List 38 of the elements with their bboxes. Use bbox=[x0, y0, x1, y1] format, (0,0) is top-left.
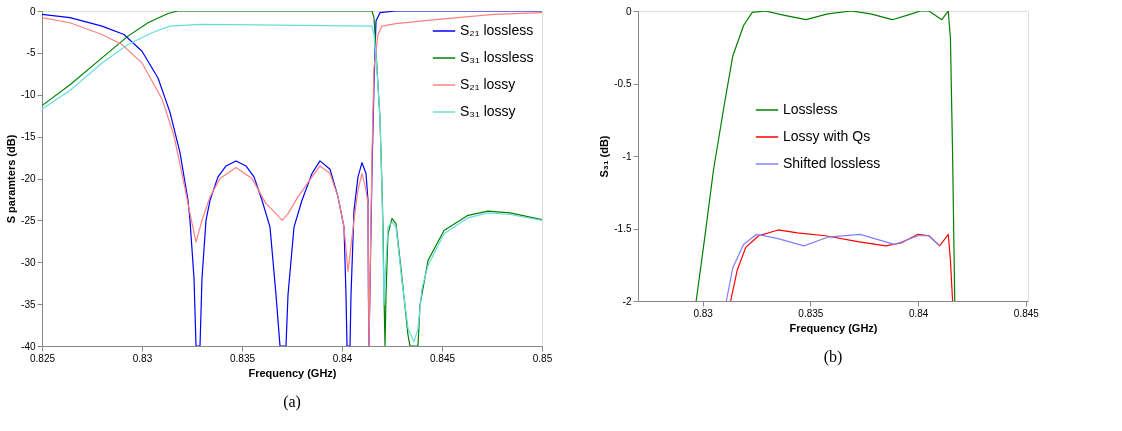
legend-label: S₂₁ lossless bbox=[460, 22, 534, 38]
y-tick-label: -30 bbox=[21, 256, 36, 268]
x-tick-label: 0.825 bbox=[29, 352, 56, 364]
y-tick-label: -40 bbox=[21, 340, 36, 352]
y-tick-label: -35 bbox=[21, 298, 36, 310]
line-series bbox=[695, 11, 956, 301]
y-tick-label: -2 bbox=[622, 295, 632, 307]
y-tick-label: -1 bbox=[622, 150, 632, 162]
y-tick-label: -20 bbox=[21, 173, 36, 184]
x-tick-label: 0.85 bbox=[532, 352, 553, 364]
x-tick-label: 0.83 bbox=[132, 352, 153, 364]
x-tick-label: 0.84 bbox=[908, 307, 929, 319]
y-tick-label: -5 bbox=[26, 47, 36, 59]
text: (a) bbox=[283, 393, 301, 411]
y-tick-label: -15 bbox=[21, 131, 36, 143]
legend-label: Shifted lossless bbox=[783, 155, 881, 171]
y-tick-label: -0.5 bbox=[614, 78, 632, 89]
legend-label: S₃₁ lossy bbox=[460, 103, 516, 119]
y-axis-title: S₃₁ (dB) bbox=[598, 135, 611, 178]
x-tick-label: 0.83 bbox=[693, 307, 714, 319]
legend-label: S₃₁ lossless bbox=[460, 49, 534, 65]
y-tick-label: 0 bbox=[625, 5, 632, 17]
y-tick-label: -1.5 bbox=[614, 223, 632, 234]
x-tick-label: 0.84 bbox=[332, 352, 353, 364]
y-tick-label: -10 bbox=[21, 89, 36, 101]
y-axis-title: S paramters (dB) bbox=[5, 134, 18, 224]
y-tick-label: -25 bbox=[21, 214, 36, 226]
x-tick-label: 0.835 bbox=[229, 352, 256, 364]
text: (b) bbox=[823, 348, 843, 366]
x-axis-title: Frequency (GHz) bbox=[248, 366, 337, 379]
y-tick-label: 0 bbox=[29, 5, 36, 17]
x-tick-label: 0.845 bbox=[429, 352, 456, 364]
legend-label: Lossless bbox=[783, 101, 838, 117]
legend-label: Lossy with Qs bbox=[783, 128, 871, 144]
x-axis-title: Frequency (GHz) bbox=[789, 321, 878, 334]
x-tick-label: 0.845 bbox=[1013, 307, 1040, 319]
x-tick-label: 0.835 bbox=[798, 307, 824, 319]
legend-label: S₂₁ lossy bbox=[460, 76, 516, 92]
